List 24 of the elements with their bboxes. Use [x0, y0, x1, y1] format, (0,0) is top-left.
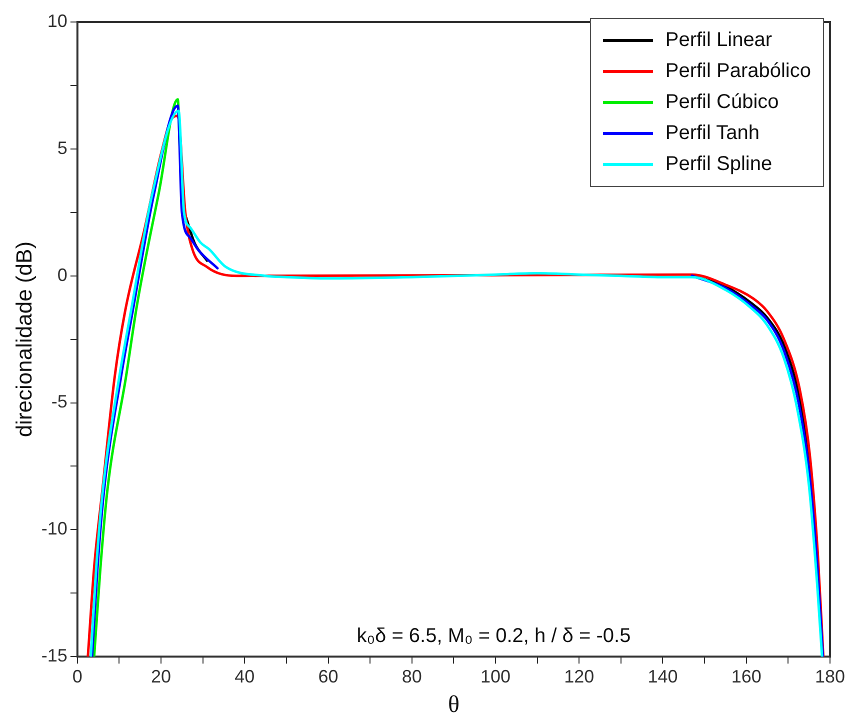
x-axis-title: θ [448, 692, 460, 718]
y-tick-label: 5 [57, 138, 68, 158]
x-tick-label: 100 [480, 666, 511, 686]
legend-label: Perfil Tanh [665, 122, 760, 145]
x-tick-label: 160 [731, 666, 762, 686]
y-tick-label: -5 [51, 392, 68, 412]
x-tick-label: 60 [318, 666, 338, 686]
x-tick-label: 40 [234, 666, 255, 686]
y-tick-label: 0 [57, 264, 68, 285]
x-tick-label: 0 [72, 666, 82, 686]
legend-label: Perfil Cúbico [665, 91, 779, 114]
y-tick-label: -10 [41, 518, 68, 539]
y-tick-label: -15 [41, 646, 68, 666]
legend-label: Perfil Parabólico [665, 60, 811, 83]
legend-label: Perfil Spline [665, 153, 772, 176]
x-tick-label: 20 [151, 666, 172, 686]
x-tick-label: 80 [402, 666, 422, 686]
x-tick-label: 120 [564, 666, 594, 686]
y-tick-label: 10 [47, 10, 68, 31]
y-axis-title: direcionalidade (dB) [11, 241, 36, 438]
legend-label: Perfil Linear [665, 29, 772, 52]
x-tick-label: 140 [648, 666, 678, 686]
annotation: k₀δ = 6.5, M₀ = 0.2, h / δ = -0.5 [356, 625, 631, 648]
x-tick-label: 180 [814, 666, 846, 686]
